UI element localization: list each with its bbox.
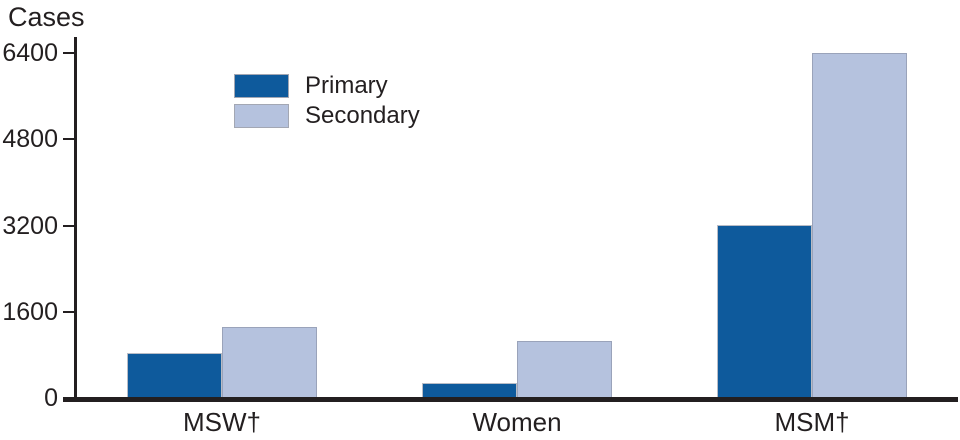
bar-primary-women: [422, 383, 517, 398]
secondary-legend-swatch-icon: [234, 104, 289, 128]
legend: Primary Secondary: [234, 73, 420, 133]
y-axis-line: [74, 37, 77, 401]
bar-secondary-women: [517, 340, 612, 398]
y-tick-mark: [63, 52, 75, 54]
x-axis-line: [63, 397, 958, 402]
y-tick-label: 3200: [2, 211, 58, 240]
bar-secondary-msm: [812, 53, 907, 398]
legend-item-primary: Primary: [234, 73, 420, 99]
primary-legend-swatch-icon: [234, 74, 289, 98]
bar-primary-msm: [717, 224, 812, 398]
y-tick-label: 0: [44, 384, 58, 412]
bar-secondary-msw: [222, 326, 317, 398]
x-category-label: MSW†: [183, 407, 261, 437]
legend-item-secondary: Secondary: [234, 103, 420, 129]
y-tick-mark: [63, 310, 75, 313]
bar-primary-msw: [127, 352, 222, 398]
legend-label-secondary: Secondary: [305, 102, 420, 129]
legend-label-primary: Primary: [305, 72, 388, 99]
y-tick-label: 6400: [2, 39, 58, 67]
y-tick-mark: [63, 224, 75, 227]
y-tick-label: 1600: [2, 297, 58, 326]
y-tick-label: 4800: [2, 125, 58, 154]
x-category-label: MSM†: [774, 407, 850, 437]
x-category-label: Women: [472, 407, 562, 437]
y-axis-title: Cases: [8, 2, 85, 32]
y-tick-mark: [63, 138, 75, 141]
